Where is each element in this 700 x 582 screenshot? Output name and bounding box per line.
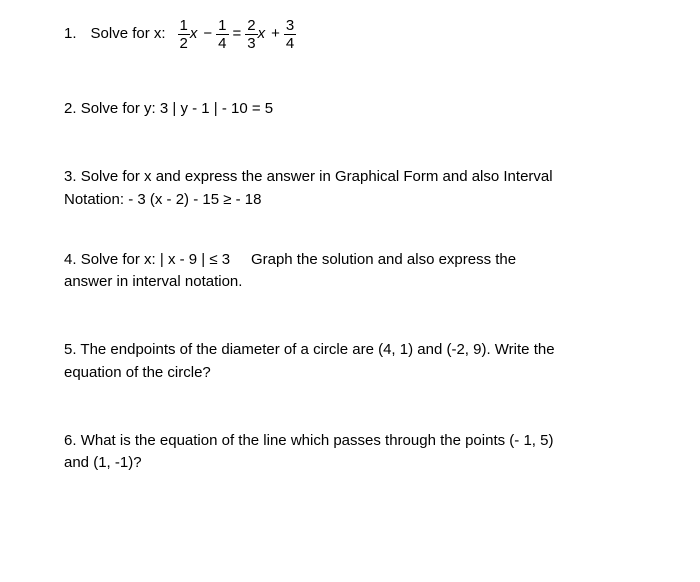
problem-number: 4. xyxy=(64,251,77,268)
numerator: 2 xyxy=(245,18,257,34)
denominator: 4 xyxy=(284,34,296,51)
problem-label: Solve for x: xyxy=(91,24,166,44)
denominator: 3 xyxy=(245,34,257,51)
problem-1: 1. Solve for x: 1 2 x − 1 4 = 2 3 x + 3 … xyxy=(64,18,636,51)
problem-5-line2: equation of the circle? xyxy=(64,363,636,383)
problem-text: What is the equation of the line which p… xyxy=(81,432,554,449)
problem-text: The endpoints of the diameter of a circl… xyxy=(80,341,554,358)
problem-text: Solve for y: 3 | y - 1 | - 10 = 5 xyxy=(81,100,273,117)
problem-5: 5. The endpoints of the diameter of a ci… xyxy=(64,340,636,383)
problem-number: 6. xyxy=(64,432,77,449)
fraction: 3 4 xyxy=(284,18,296,51)
problem-4-line1: 4. Solve for x: | x - 9 | ≤ 3 Graph the … xyxy=(64,250,636,270)
problem-3-line2: Notation: - 3 (x - 2) - 15 ≥ - 18 xyxy=(64,190,636,210)
problem-text: Solve for x and express the answer in Gr… xyxy=(81,168,553,185)
problem-4: 4. Solve for x: | x - 9 | ≤ 3 Graph the … xyxy=(64,250,636,293)
problem-1-equation: 1 2 x − 1 4 = 2 3 x + 3 4 xyxy=(178,18,297,51)
denominator: 4 xyxy=(216,34,228,51)
numerator: 3 xyxy=(284,18,296,34)
problem-6: 6. What is the equation of the line whic… xyxy=(64,431,636,474)
problem-6-line2: and (1, -1)? xyxy=(64,453,636,473)
problem-6-line1: 6. What is the equation of the line whic… xyxy=(64,431,636,451)
denominator: 2 xyxy=(178,34,190,51)
problem-number: 2. xyxy=(64,100,77,117)
fraction: 1 2 xyxy=(178,18,190,51)
problem-text-b: Graph the solution and also express the xyxy=(251,251,516,268)
problem-2: 2. Solve for y: 3 | y - 1 | - 10 = 5 xyxy=(64,99,636,119)
problem-3-line1: 3. Solve for x and express the answer in… xyxy=(64,167,636,187)
fraction: 2 3 xyxy=(245,18,257,51)
problem-text-a: Solve for x: | x - 9 | ≤ 3 xyxy=(81,251,230,268)
operator: = xyxy=(229,24,246,44)
fraction: 1 4 xyxy=(216,18,228,51)
problem-1-line: 1. Solve for x: 1 2 x − 1 4 = 2 3 x + 3 … xyxy=(64,18,636,51)
variable: x xyxy=(258,24,268,44)
variable: x xyxy=(190,24,200,44)
operator: − xyxy=(199,24,216,44)
problem-4-line2: answer in interval notation. xyxy=(64,272,636,292)
problem-3: 3. Solve for x and express the answer in… xyxy=(64,167,636,210)
problem-5-line1: 5. The endpoints of the diameter of a ci… xyxy=(64,340,636,360)
numerator: 1 xyxy=(178,18,190,34)
problem-number: 1. xyxy=(64,24,77,44)
operator: + xyxy=(267,24,284,44)
problem-number: 5. xyxy=(64,341,77,358)
problem-number: 3. xyxy=(64,168,77,185)
numerator: 1 xyxy=(216,18,228,34)
